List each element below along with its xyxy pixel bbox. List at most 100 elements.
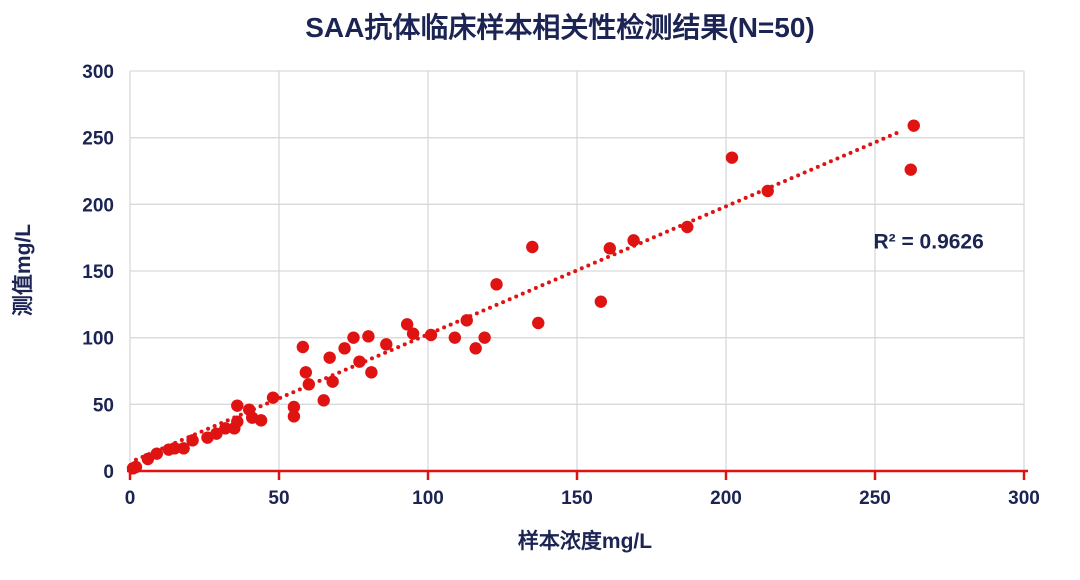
data-point bbox=[365, 366, 378, 379]
trendline-dot bbox=[704, 212, 709, 217]
trendline-dot bbox=[605, 255, 610, 260]
trendline-dot bbox=[691, 218, 696, 223]
trendline-dot bbox=[238, 412, 243, 417]
chart-title: SAA抗体临床样本相关性检测结果(N=50) bbox=[305, 11, 814, 43]
trendline-dot bbox=[343, 367, 348, 372]
data-point bbox=[448, 331, 462, 344]
data-point bbox=[490, 278, 503, 291]
trendline-dot bbox=[710, 209, 715, 214]
data-point bbox=[478, 331, 491, 344]
y-tick-label: 300 bbox=[82, 62, 114, 83]
y-tick-label: 200 bbox=[82, 195, 114, 216]
data-point bbox=[326, 375, 339, 388]
data-point bbox=[424, 328, 438, 342]
data-point bbox=[526, 240, 539, 254]
trendline-dot bbox=[212, 423, 217, 428]
trendline-dot bbox=[881, 136, 886, 141]
trendline-dot bbox=[566, 271, 571, 276]
y-tick-label: 250 bbox=[82, 129, 114, 150]
trendline-dot bbox=[573, 269, 578, 274]
trendline-dot bbox=[402, 342, 407, 347]
trendline-dot bbox=[389, 347, 394, 352]
trendline-dot bbox=[527, 288, 532, 293]
trendline-dot bbox=[317, 378, 322, 383]
data-point bbox=[323, 351, 336, 364]
gridlines bbox=[129, 70, 1025, 471]
trendline-dot bbox=[265, 401, 270, 406]
trendline-dot bbox=[855, 148, 860, 153]
x-tick-label: 100 bbox=[412, 488, 444, 509]
y-tick-label: 150 bbox=[82, 262, 114, 283]
trendline-dot bbox=[645, 238, 650, 243]
trendline-dot bbox=[376, 353, 381, 358]
trendline-dot bbox=[350, 364, 355, 369]
y-tick-label: 0 bbox=[103, 462, 114, 483]
trendline-dot bbox=[730, 201, 735, 206]
data-point bbox=[254, 414, 268, 427]
data-point bbox=[177, 442, 190, 455]
trendline-dot bbox=[802, 170, 807, 175]
trendline-dot bbox=[520, 291, 525, 296]
x-tick-label: 200 bbox=[710, 488, 742, 509]
trendline-dot bbox=[651, 235, 656, 240]
trendline-dot bbox=[724, 204, 728, 209]
trendline-dot bbox=[560, 274, 565, 279]
data-point bbox=[299, 366, 313, 379]
trendline-dot bbox=[455, 319, 460, 324]
data-point bbox=[266, 391, 280, 404]
trendline-dot bbox=[868, 142, 873, 147]
trendline-dot bbox=[697, 215, 702, 220]
data-point bbox=[681, 220, 694, 234]
data-point bbox=[186, 434, 199, 447]
trendline-dot bbox=[894, 131, 899, 136]
data-point bbox=[347, 331, 360, 344]
axes: 0 50 100 150 200 250 300 0 50 100 150 200 250 300 bbox=[82, 62, 1040, 509]
data-point bbox=[907, 119, 920, 132]
trendline-dot bbox=[278, 395, 283, 400]
data-point bbox=[362, 330, 375, 343]
trendline-dot bbox=[199, 429, 204, 434]
trendline-dot bbox=[815, 164, 820, 169]
data-point bbox=[406, 327, 420, 340]
trendline-dot bbox=[507, 297, 512, 302]
trendline-dot bbox=[750, 193, 755, 198]
trendline-dot bbox=[789, 176, 794, 181]
trendline-dot bbox=[592, 260, 597, 265]
r-squared-annotation: R² = 0.9626 bbox=[873, 231, 983, 254]
data-point bbox=[532, 316, 545, 330]
trendline-dot bbox=[206, 426, 211, 431]
data-point bbox=[469, 342, 482, 355]
data-point bbox=[400, 318, 414, 331]
trendline-dot bbox=[487, 305, 492, 310]
x-axis-title: 样本浓度mg/L bbox=[518, 529, 652, 553]
trendline-dot bbox=[783, 178, 788, 183]
trendline-dot bbox=[494, 302, 499, 307]
trendline-dot bbox=[409, 339, 414, 344]
trendline-dot bbox=[842, 153, 847, 158]
data-point bbox=[231, 399, 244, 412]
trendline-dot bbox=[796, 173, 801, 178]
x-tick-label: 300 bbox=[1008, 488, 1040, 509]
y-tick-label: 100 bbox=[82, 329, 114, 350]
x-tick-label: 250 bbox=[859, 488, 891, 509]
data-point bbox=[231, 415, 244, 428]
trendline-dot bbox=[133, 457, 138, 462]
data-point bbox=[338, 342, 351, 355]
trendline-dot bbox=[435, 328, 440, 333]
trendline-dot bbox=[861, 145, 866, 150]
data-point bbox=[287, 410, 301, 423]
trendline-dot bbox=[835, 156, 840, 161]
trendline-dot bbox=[619, 249, 624, 254]
data-point bbox=[603, 242, 616, 255]
data-point bbox=[904, 163, 917, 176]
trendline-dot bbox=[756, 190, 761, 195]
x-tick-label: 0 bbox=[125, 488, 136, 509]
data-point bbox=[460, 314, 473, 327]
trendline-dot bbox=[474, 311, 479, 316]
scatter-points bbox=[126, 119, 920, 475]
trendline-dot bbox=[848, 150, 853, 155]
trendline-dot bbox=[717, 207, 722, 212]
trendline-dot bbox=[809, 167, 814, 172]
trendline-dot bbox=[625, 246, 630, 251]
